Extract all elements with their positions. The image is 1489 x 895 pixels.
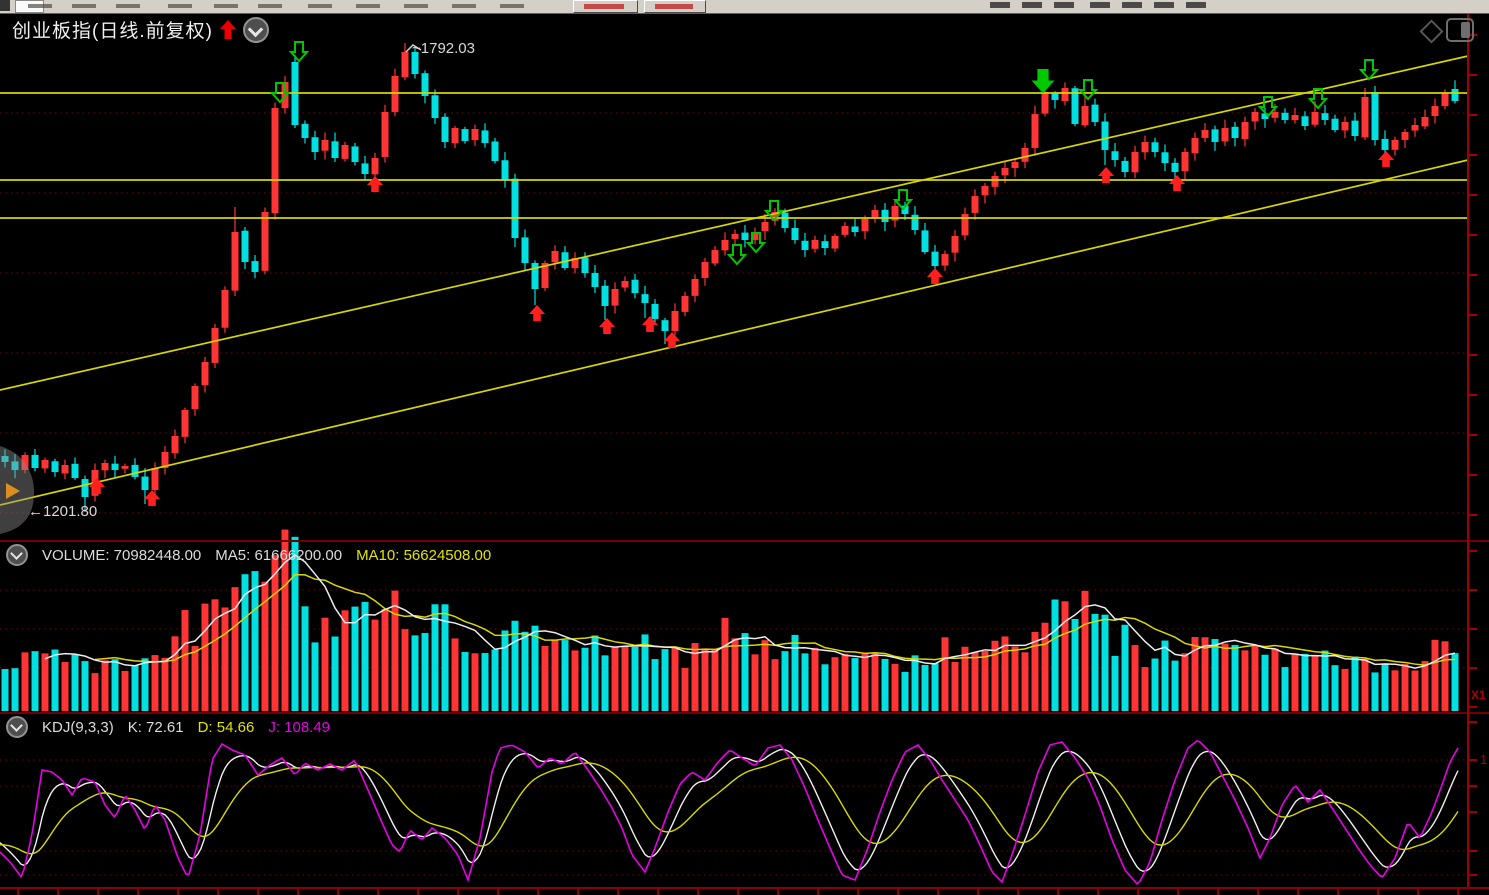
buy-signal-arrows [89, 151, 1394, 506]
button-label [584, 4, 624, 9]
menu-item [72, 4, 96, 8]
grid-layer [0, 112, 1468, 876]
window-title-text [1186, 2, 1206, 8]
menu-item [168, 4, 192, 8]
chart-title: 创业板指(日线.前复权) [12, 21, 213, 42]
menu-item [28, 4, 52, 8]
window-title-text [1122, 2, 1142, 8]
collapse-volume-icon[interactable] [6, 544, 28, 566]
high-annotation: ~1792.03 [412, 40, 475, 57]
volume-ma5-value: MA5: 61666200.00 [215, 546, 343, 564]
volume-header: VOLUME: 70982448.00 MA5: 61666200.00 MA1… [6, 544, 491, 566]
window-title-text [1022, 2, 1042, 8]
candles-layer [1, 43, 1459, 512]
menu-item [258, 4, 282, 8]
volume-value: VOLUME: 70982448.00 [42, 546, 202, 564]
menu-item [214, 4, 238, 8]
panel-toggle-icon[interactable] [1446, 18, 1474, 42]
menubar[interactable] [0, 0, 1489, 14]
low-annotation: ←1201.80 [28, 503, 98, 520]
menu-item [404, 4, 428, 8]
button-label [655, 4, 693, 9]
menu-item [308, 4, 332, 8]
kdj-name: KDJ(9,3,3) [42, 718, 114, 736]
volume-ma10-value: MA10: 56624508.00 [356, 546, 492, 564]
toolbar-button[interactable] [573, 0, 638, 13]
chart-header: 创业板指(日线.前复权) [12, 16, 269, 43]
kdj-header: KDJ(9,3,3) K: 72.61 D: 54.66 J: 108.49 [6, 716, 330, 738]
kdj-lines-layer [0, 739, 1459, 885]
volume-bars-layer [1, 529, 1459, 711]
kdj-k-value: K: 72.61 [127, 718, 184, 736]
axis-partial-label: 1 [1480, 752, 1488, 767]
kdj-d-value: D: 54.66 [197, 718, 255, 736]
axis-scale-label: X1 [1471, 688, 1486, 702]
collapse-kdj-icon[interactable] [6, 716, 28, 738]
window-title-text [990, 2, 1010, 8]
scroll-handle-icon [6, 483, 20, 499]
menu-item [356, 4, 380, 8]
axes-layer [0, 13, 1489, 895]
trendlines-layer [0, 44, 1469, 506]
sell-signal-arrows [269, 41, 1380, 266]
window-title-text [1054, 2, 1074, 8]
window-title-text [1154, 2, 1174, 8]
window-title-text [1090, 2, 1110, 8]
kdj-j-value: J: 108.49 [268, 718, 331, 736]
menu-item [500, 4, 524, 8]
chevron-down-icon[interactable] [242, 16, 269, 43]
toolbar-button[interactable] [644, 0, 706, 13]
left-edge-wedge [0, 446, 35, 534]
app-icon [0, 0, 10, 11]
menu-item [116, 4, 140, 8]
up-arrow-icon [219, 19, 236, 39]
menu-item [452, 4, 476, 8]
